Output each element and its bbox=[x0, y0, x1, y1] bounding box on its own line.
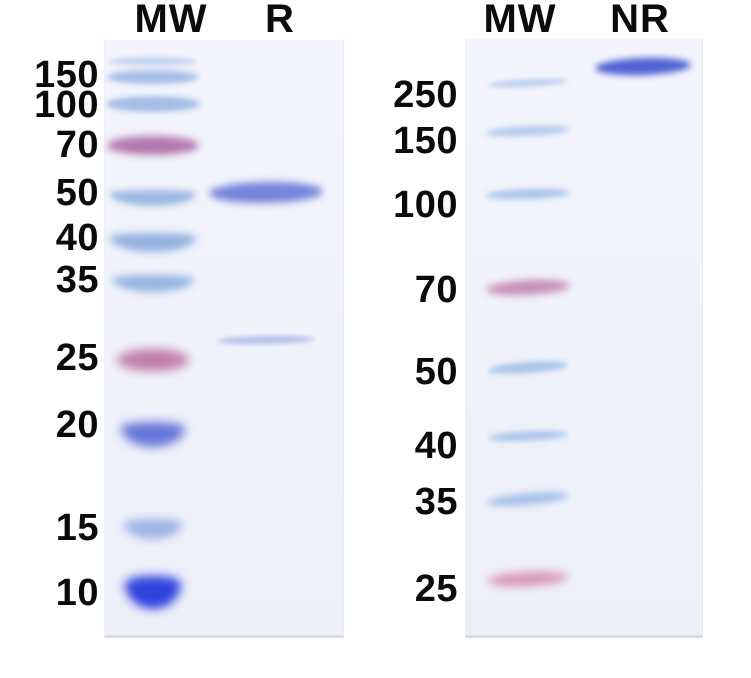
mw-label-35: 35 bbox=[55, 259, 99, 302]
mw-label-150: 150 bbox=[393, 120, 458, 163]
gel-band-mw-40 bbox=[110, 232, 196, 252]
gel-band-mw-70 bbox=[107, 135, 199, 155]
mw-label-35: 35 bbox=[414, 481, 458, 524]
gel-band-mw-50 bbox=[110, 190, 196, 206]
gel-band-mw-upper-faint bbox=[109, 56, 197, 66]
mw-label-25: 25 bbox=[55, 337, 99, 380]
gel-band-mw-25 bbox=[117, 349, 189, 371]
mw-label-50: 50 bbox=[55, 172, 99, 215]
mw-label-150: 150 bbox=[34, 54, 99, 97]
gel-band-mw-15 bbox=[124, 519, 182, 539]
lane-header-r: R bbox=[265, 0, 295, 41]
mw-label-20: 20 bbox=[55, 404, 99, 447]
mw-label-25: 25 bbox=[414, 568, 458, 611]
gel-band-mw-100 bbox=[106, 96, 200, 112]
mw-label-100: 100 bbox=[393, 184, 458, 227]
mw-label-40: 40 bbox=[55, 217, 99, 260]
gel-panel-non-reduced bbox=[465, 38, 703, 638]
mw-label-10: 10 bbox=[55, 572, 99, 615]
lane-header-mw: MW bbox=[134, 0, 208, 41]
lane-header-mw: MW bbox=[483, 0, 557, 41]
mw-label-40: 40 bbox=[414, 425, 458, 468]
gel-band-mw-35 bbox=[112, 274, 194, 292]
mw-label-15: 15 bbox=[55, 507, 99, 550]
mw-label-100: 100 bbox=[34, 84, 99, 127]
mw-label-50: 50 bbox=[414, 351, 458, 394]
mw-label-70: 70 bbox=[414, 269, 458, 312]
mw-label-250: 250 bbox=[393, 74, 458, 117]
gel-band-mw-150 bbox=[107, 70, 199, 84]
lane-header-nr: NR bbox=[610, 0, 670, 41]
mw-label-70: 70 bbox=[55, 124, 99, 167]
